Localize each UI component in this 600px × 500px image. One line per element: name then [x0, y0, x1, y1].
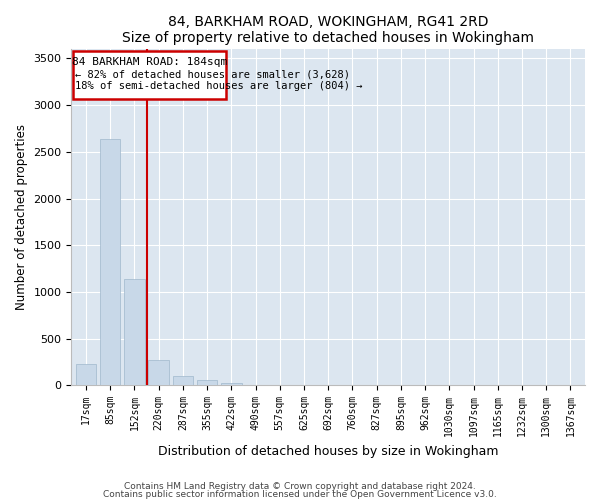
Text: Contains HM Land Registry data © Crown copyright and database right 2024.: Contains HM Land Registry data © Crown c…	[124, 482, 476, 491]
Title: 84, BARKHAM ROAD, WOKINGHAM, RG41 2RD
Size of property relative to detached hous: 84, BARKHAM ROAD, WOKINGHAM, RG41 2RD Si…	[122, 15, 534, 45]
Text: 18% of semi-detached houses are larger (804) →: 18% of semi-detached houses are larger (…	[75, 81, 362, 91]
Bar	[148, 360, 169, 386]
Text: 84 BARKHAM ROAD: 184sqm: 84 BARKHAM ROAD: 184sqm	[72, 56, 227, 66]
Bar	[221, 382, 242, 386]
Bar	[173, 376, 193, 386]
Y-axis label: Number of detached properties: Number of detached properties	[15, 124, 28, 310]
FancyBboxPatch shape	[73, 51, 226, 98]
X-axis label: Distribution of detached houses by size in Wokingham: Distribution of detached houses by size …	[158, 444, 499, 458]
Text: Contains public sector information licensed under the Open Government Licence v3: Contains public sector information licen…	[103, 490, 497, 499]
Bar	[100, 139, 121, 386]
Bar	[197, 380, 217, 386]
Bar	[124, 279, 145, 386]
Bar	[76, 364, 96, 386]
Text: ← 82% of detached houses are smaller (3,628): ← 82% of detached houses are smaller (3,…	[75, 69, 350, 79]
